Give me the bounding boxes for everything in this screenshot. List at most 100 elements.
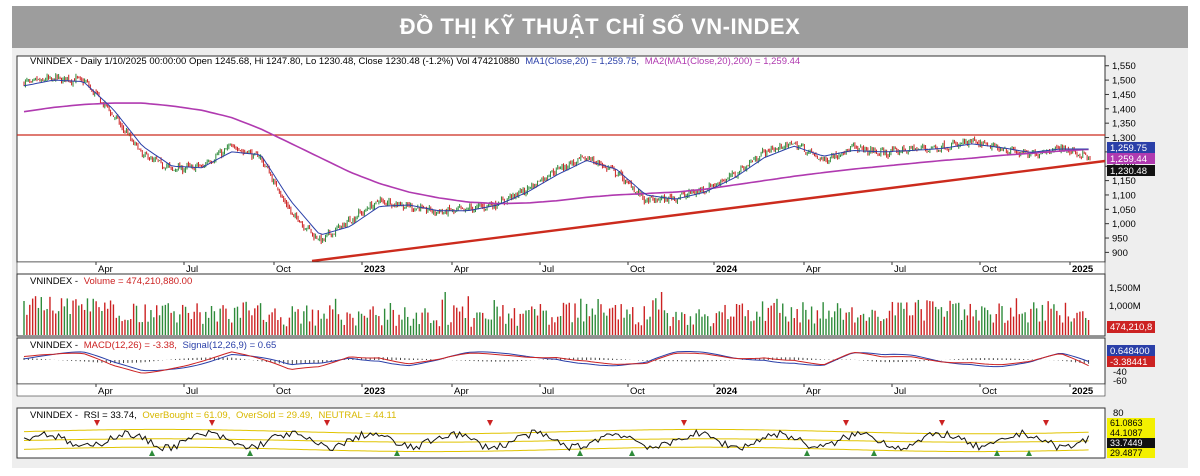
time-axis-band	[16, 261, 1106, 275]
price-ytick-label: 1,550	[1112, 61, 1136, 72]
rsi-buy-arrow	[149, 450, 155, 456]
rsi-buy-arrow	[804, 450, 810, 456]
price-ytick-label: 950	[1112, 234, 1128, 245]
time-tick-label: Apr	[806, 386, 821, 397]
rsi-buy-arrow	[871, 450, 877, 456]
rsi-buy-arrow	[394, 450, 400, 456]
time-tick-label: 2025	[1072, 386, 1094, 397]
time-tick-label: Jul	[542, 264, 554, 275]
time-tick-label: 2025	[1072, 264, 1094, 275]
rsi-buy-arrow	[994, 450, 1000, 456]
support-trend-line	[311, 159, 1106, 263]
time-tick-label: Jul	[894, 264, 906, 275]
svg-text:0.648400: 0.648400	[1110, 346, 1150, 357]
rsi-value-label: 33.7449	[1107, 438, 1155, 448]
svg-text:-3.38441: -3.38441	[1110, 357, 1148, 368]
time-tick-label: Apr	[454, 264, 469, 275]
volume-panel: VNINDEX - Volume = 474,210,880.00 1,500M…	[16, 273, 1155, 337]
rsi-sell-arrow	[94, 420, 100, 426]
time-axis-band	[16, 383, 1106, 397]
rsi-buy-arrow	[247, 450, 253, 456]
time-tick-label: Jul	[894, 386, 906, 397]
svg-text:61.0863: 61.0863	[1110, 418, 1143, 428]
rsi-sell-arrow	[209, 420, 215, 426]
price-ytick-label: 1,000	[1112, 219, 1136, 230]
ma2-caption: MA2(MA1(Close,20),200) = 1,259.44	[645, 56, 801, 67]
volume-value-label: 474,210,8	[1107, 321, 1155, 333]
macd-caption: VNINDEX - MACD(12,26) = -3.38, Signal(12…	[30, 340, 276, 351]
macd-panel: VNINDEX - MACD(12,26) = -3.38, Signal(12…	[16, 337, 1155, 387]
time-tick-label: Apr	[98, 264, 113, 275]
price-ytick-label: 1,300	[1112, 133, 1136, 144]
close-value-label: 1,230.48	[1107, 165, 1155, 177]
rsi-buy-arrow	[629, 450, 635, 456]
ma2-line	[23, 102, 1089, 205]
oversold-line	[23, 446, 1089, 453]
chart-canvas: VNINDEX - Daily 1/10/2025 00:00:00 Open …	[16, 55, 1155, 459]
macd-ytick: -60	[1113, 376, 1127, 387]
rsi-caption: VNINDEX - RSI = 33.74, OverBought = 61.0…	[30, 410, 396, 421]
time-tick-label: Oct	[982, 386, 997, 397]
rsi-sell-arrow	[1043, 420, 1049, 426]
overbought-value-label: 61.0863	[1107, 418, 1155, 428]
time-tick-label: Apr	[454, 386, 469, 397]
signal-value-label: 0.648400	[1107, 345, 1155, 357]
volume-caption: VNINDEX - Volume = 474,210,880.00	[30, 276, 192, 287]
macd-plot-area	[16, 337, 1106, 385]
oversold-value-label: 29.4877	[1107, 448, 1155, 458]
time-tick-label: Apr	[806, 264, 821, 275]
svg-text:474,210,8: 474,210,8	[1110, 322, 1152, 333]
ma1-line	[23, 79, 1089, 235]
time-tick-label: Oct	[630, 264, 645, 275]
overbought-line	[24, 428, 1089, 435]
time-tick-label: Oct	[276, 386, 291, 397]
svg-text:1,259.44: 1,259.44	[1110, 154, 1147, 165]
time-axis-top: Apr Jul Oct 2023 Apr Jul Oct 2024 Apr Jul Oct 2025	[16, 261, 1106, 275]
time-tick-label: Jul	[186, 386, 198, 397]
volume-ytick: 1,500M	[1109, 283, 1141, 294]
rsi-signal-arrows	[94, 420, 1049, 456]
rsi-line	[23, 428, 1090, 452]
volume-bars	[23, 292, 1090, 335]
macd-ytick: -40	[1113, 367, 1127, 378]
price-plot-area	[16, 55, 1106, 263]
price-ytick-label: 1,400	[1112, 104, 1136, 115]
rsi-panel: VNINDEX - RSI = 33.74, OverBought = 61.0…	[16, 407, 1155, 459]
rsi-ytick: 80	[1113, 408, 1124, 419]
rsi-buy-arrow	[577, 450, 583, 456]
time-axis-bottom: Apr Jul Oct 2023 Apr Jul Oct 2024 Apr Jul Oct 2025	[16, 383, 1106, 397]
time-tick-label: 2023	[364, 386, 385, 397]
time-tick-label: Jul	[186, 264, 198, 275]
price-panel: VNINDEX - Daily 1/10/2025 00:00:00 Open …	[16, 55, 1155, 263]
macd-value-label: -3.38441	[1107, 356, 1155, 368]
rsi-sell-arrow	[681, 420, 687, 426]
volume-ytick: 1,000M	[1109, 301, 1141, 312]
time-tick-label: 2024	[716, 264, 738, 275]
svg-text:44.1087: 44.1087	[1110, 428, 1143, 438]
ma1-caption: MA1(Close,20) = 1,259.75,	[525, 56, 639, 67]
page-title: ĐỒ THỊ KỸ THUẬT CHỈ SỐ VN-INDEX	[12, 6, 1188, 48]
ma2-value-label: 1,259.44	[1107, 153, 1155, 165]
price-ytick-label: 1,350	[1112, 119, 1136, 130]
signal-line	[23, 351, 1089, 372]
ma1-value-label: 1,259.75	[1107, 142, 1155, 154]
time-tick-label: Oct	[276, 264, 291, 275]
price-ytick-label: 1,450	[1112, 90, 1136, 101]
svg-text:29.4877: 29.4877	[1110, 448, 1143, 458]
rsi-sell-arrow	[487, 420, 493, 426]
time-tick-label: Jul	[542, 386, 554, 397]
price-ytick-label: 1,050	[1112, 205, 1136, 216]
rsi-sell-arrow	[843, 420, 849, 426]
rsi-sell-arrow	[939, 420, 945, 426]
rsi-buy-arrow	[1026, 450, 1032, 456]
neutral-line	[23, 438, 1089, 443]
time-tick-label: Oct	[630, 386, 645, 397]
time-tick-label: 2024	[716, 386, 738, 397]
time-tick-label: 2023	[364, 264, 385, 275]
price-ytick-label: 1,100	[1112, 190, 1136, 201]
price-ytick-label: 1,500	[1112, 76, 1136, 87]
time-tick-label: Apr	[98, 386, 113, 397]
price-ytick-label: 900	[1112, 248, 1128, 259]
price-caption: VNINDEX - Daily 1/10/2025 00:00:00 Open …	[30, 56, 800, 67]
rsi-sell-arrow	[324, 420, 330, 426]
